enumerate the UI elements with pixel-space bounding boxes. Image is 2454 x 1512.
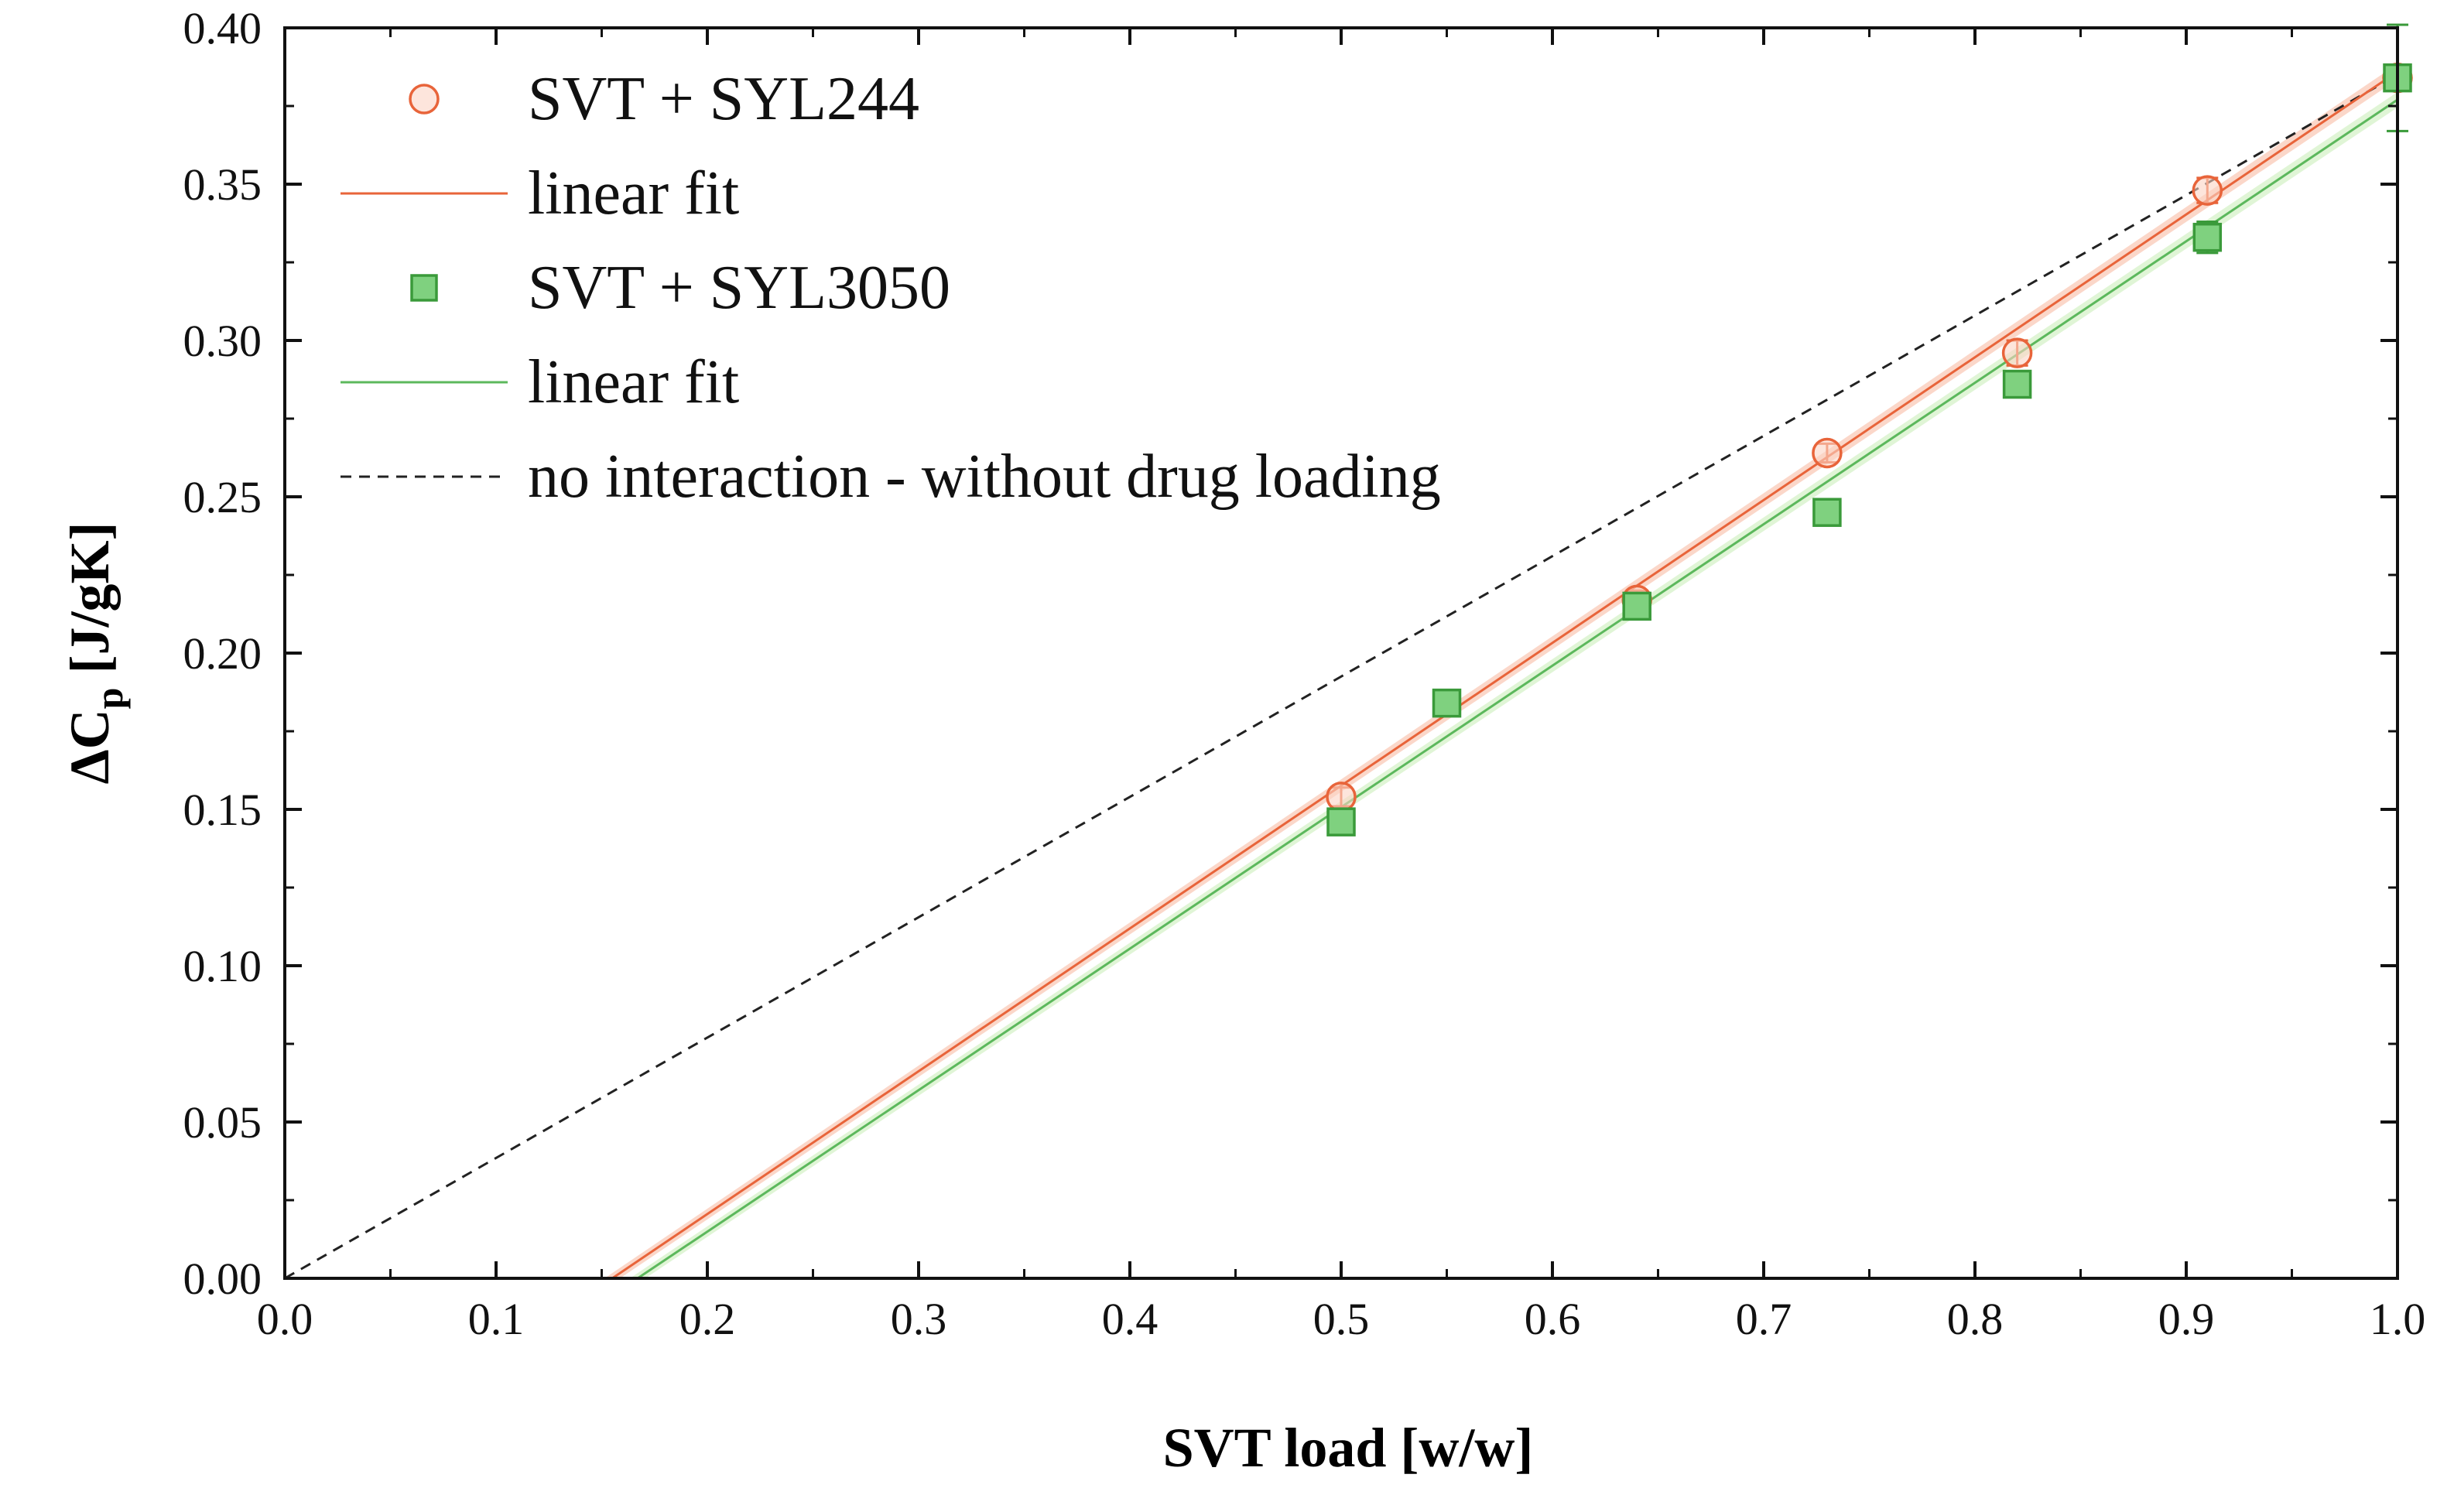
y-tick-label-1: 0.05 (183, 1097, 262, 1148)
legend: SVT + SYL244 linear fit SVT + SYL3050 linea… (341, 65, 1441, 511)
x-axis-label: SVT load [w/w] (1163, 1417, 1534, 1479)
legend-label-0: SVT + SYL244 (528, 65, 919, 133)
y-tick-label-3: 0.15 (183, 785, 262, 835)
x-tick-label-7: 0.7 (1736, 1294, 1792, 1344)
fit-lines (284, 70, 2398, 1280)
x-tick-label-3: 0.3 (891, 1294, 947, 1344)
y-tick-label-7: 0.35 (183, 159, 262, 210)
fit-line-0 (611, 70, 2398, 1280)
reference-line (284, 74, 2398, 1280)
y-axis-label-units: [J/gK] (59, 522, 121, 688)
data-point-1-4 (2002, 369, 2032, 399)
y-tick-label-6: 0.30 (183, 316, 262, 366)
x-tick-label-2: 0.2 (679, 1294, 736, 1344)
data-point-0-3 (2001, 337, 2033, 368)
legend-label-1: linear fit (528, 159, 739, 227)
data-point-0-4 (2192, 175, 2223, 206)
data-point-0-0 (1326, 782, 1357, 812)
y-axis-label: ΔCp [J/gK] (59, 522, 131, 785)
fit-band-0 (604, 63, 2398, 1278)
data-point-1-0 (1326, 807, 1356, 836)
legend-label-3: linear fit (528, 348, 739, 416)
data-point-1-3 (1812, 498, 1842, 527)
y-tick-label-8: 0.40 (183, 3, 262, 53)
x-tick-label-10: 1.0 (2370, 1294, 2426, 1344)
y-tick-label-4: 0.20 (183, 628, 262, 679)
data-point-1-5 (2192, 222, 2223, 252)
y-tick-label-2: 0.10 (183, 941, 262, 991)
y-tick-label-0: 0.00 (183, 1254, 262, 1304)
legend-symbol-0 (409, 84, 440, 115)
x-tick-label-8: 0.8 (1947, 1294, 2004, 1344)
x-tick-label-4: 0.4 (1102, 1294, 1159, 1344)
legend-label-4: no interaction - without drug loading (528, 443, 1441, 511)
x-tick-label-9: 0.9 (2158, 1294, 2215, 1344)
data-point-0-2 (1812, 437, 1843, 469)
data-point-1-2 (1622, 591, 1651, 621)
x-tick-label-5: 0.5 (1313, 1294, 1370, 1344)
fit-band-1 (629, 91, 2398, 1278)
confidence-bands (604, 63, 2398, 1278)
legend-label-2: SVT + SYL3050 (528, 254, 950, 322)
y-axis-label-sub: p (87, 688, 131, 710)
x-tick-label-6: 0.6 (1525, 1294, 1581, 1344)
axes: 0.0 0.1 0.2 0.3 0.4 0.5 0.6 0.7 0.8 0.9 1.0 0.00 0.0… (183, 3, 2426, 1344)
data-point-1-1 (1432, 688, 1462, 718)
y-axis-label-main: ΔC (59, 709, 121, 784)
x-tick-label-1: 0.1 (468, 1294, 525, 1344)
y-tick-label-5: 0.25 (183, 472, 262, 522)
legend-symbol-2 (410, 274, 438, 302)
x-tick-label-0: 0.0 (257, 1294, 313, 1344)
fit-line-1 (637, 98, 2398, 1280)
